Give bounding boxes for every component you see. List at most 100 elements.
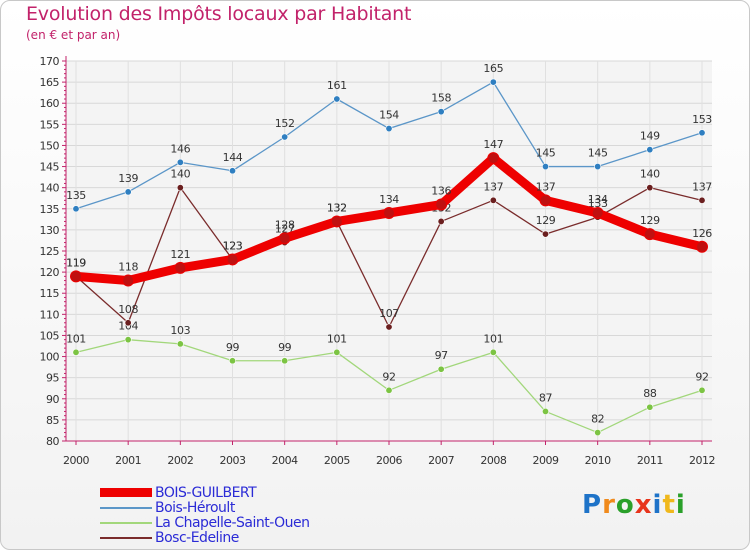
- y-tick-label: 105: [40, 329, 60, 342]
- data-point-bois-heroult: [229, 167, 237, 175]
- legend-item-bosc-edeline: Bosc-Edeline: [100, 530, 310, 546]
- data-label-la-chapelle-saint-ouen: 101: [483, 332, 503, 345]
- data-label-bosc-edeline: 133: [588, 197, 608, 210]
- data-label-bois-heroult: 145: [588, 147, 608, 160]
- x-tick-label: 2004: [272, 454, 298, 467]
- legend: BOIS-GUILBERT Bois-Héroult La Chapelle-S…: [100, 485, 310, 546]
- data-label-bois-guilbert: 137: [536, 180, 556, 193]
- data-point-bois-heroult: [124, 188, 132, 196]
- logo-letter: i: [652, 490, 663, 520]
- data-point-bois-guilbert: [435, 198, 448, 211]
- x-tick-label: 2012: [689, 454, 715, 467]
- y-tick-label: 90: [46, 393, 59, 406]
- x-tick-label: 2011: [637, 454, 663, 467]
- logo-letter: i: [675, 490, 686, 520]
- y-tick-label: 145: [40, 161, 60, 174]
- data-label-bois-heroult: 135: [66, 189, 86, 202]
- legend-swatch-bois-guilbert: [100, 488, 152, 497]
- y-tick-label: 140: [40, 182, 60, 195]
- data-label-bois-guilbert: 129: [640, 214, 660, 227]
- x-tick-label: 2006: [376, 454, 402, 467]
- data-label-la-chapelle-saint-ouen: 87: [539, 391, 553, 404]
- data-label-bois-heroult: 144: [223, 151, 243, 164]
- y-tick-label: 165: [40, 76, 60, 89]
- x-tick-label: 2005: [324, 454, 350, 467]
- data-point-bois-heroult: [594, 163, 602, 171]
- data-label-bois-guilbert: 132: [327, 201, 347, 214]
- logo-letter: t: [662, 490, 676, 520]
- data-point-la-chapelle-saint-ouen: [124, 336, 132, 344]
- data-label-bois-heroult: 152: [275, 117, 295, 130]
- data-label-la-chapelle-saint-ouen: 101: [327, 332, 347, 345]
- data-point-la-chapelle-saint-ouen: [281, 357, 289, 365]
- data-point-la-chapelle-saint-ouen: [541, 407, 549, 415]
- data-point-bois-guilbert: [591, 207, 604, 219]
- data-label-bosc-edeline: 137: [483, 180, 503, 193]
- data-point-la-chapelle-saint-ouen: [333, 348, 341, 356]
- data-point-la-chapelle-saint-ouen: [437, 365, 445, 373]
- data-point-bosc-edeline: [646, 184, 654, 192]
- data-label-bois-guilbert: 128: [275, 218, 295, 231]
- data-label-bois-heroult: 149: [640, 130, 660, 143]
- data-point-bosc-edeline: [124, 319, 132, 327]
- data-point-bois-guilbert: [643, 228, 656, 241]
- data-point-la-chapelle-saint-ouen: [176, 340, 184, 348]
- y-tick-label: 110: [40, 308, 60, 321]
- y-tick-label: 100: [40, 351, 60, 364]
- data-label-bosc-edeline: 132: [327, 201, 347, 214]
- data-label-bois-guilbert: 147: [483, 138, 503, 151]
- data-label-bois-heroult: 158: [431, 92, 451, 105]
- data-point-bois-heroult: [385, 125, 393, 133]
- legend-item-la-chapelle-saint-ouen: La Chapelle-Saint-Ouen: [100, 514, 310, 531]
- x-tick-label: 2008: [480, 454, 506, 467]
- data-label-la-chapelle-saint-ouen: 97: [435, 349, 449, 362]
- data-point-bois-guilbert: [383, 207, 395, 219]
- data-point-bois-heroult: [333, 95, 341, 103]
- y-tick-label: 160: [40, 97, 60, 110]
- y-tick-label: 135: [40, 203, 60, 216]
- x-tick-label: 2000: [63, 454, 89, 467]
- legend-item-bois-heroult: Bois-Héroult: [100, 500, 310, 516]
- data-label-bois-guilbert: 119: [66, 256, 86, 269]
- y-tick-label: 80: [46, 435, 59, 448]
- data-point-bosc-edeline: [489, 196, 497, 204]
- data-label-bosc-edeline: 137: [692, 180, 712, 193]
- data-point-bois-heroult: [72, 205, 80, 213]
- logo-letter: o: [615, 490, 635, 520]
- data-label-la-chapelle-saint-ouen: 88: [643, 387, 657, 400]
- data-point-bois-heroult: [541, 163, 549, 171]
- legend-swatch-bosc-edeline: [100, 536, 152, 539]
- y-tick-label: 150: [40, 139, 60, 152]
- x-tick-label: 2009: [533, 454, 559, 467]
- legend-label: La Chapelle-Saint-Ouen: [155, 514, 310, 531]
- data-point-bosc-edeline: [698, 196, 706, 204]
- data-point-bosc-edeline: [541, 230, 549, 238]
- data-label-la-chapelle-saint-ouen: 101: [66, 332, 86, 345]
- data-label-la-chapelle-saint-ouen: 99: [278, 341, 292, 354]
- data-point-bois-heroult: [698, 129, 706, 137]
- x-tick-label: 2002: [167, 454, 193, 467]
- chart-subtitle: (en € et par an): [26, 28, 121, 42]
- data-label-bois-heroult: 146: [170, 142, 190, 155]
- legend-item-bois-guilbert: BOIS-GUILBERT: [100, 485, 310, 501]
- data-point-bosc-edeline: [385, 323, 393, 331]
- data-label-bosc-edeline: 140: [170, 168, 190, 181]
- x-tick-label: 2007: [428, 454, 454, 467]
- data-point-bois-heroult: [489, 78, 497, 86]
- x-tick-label: 2001: [115, 454, 141, 467]
- x-tick-label: 2010: [585, 454, 611, 467]
- logo-letter: x: [634, 490, 653, 520]
- data-label-la-chapelle-saint-ouen: 103: [170, 324, 190, 337]
- data-label-la-chapelle-saint-ouen: 99: [226, 341, 240, 354]
- data-label-bois-heroult: 161: [327, 79, 347, 92]
- data-point-bois-guilbert: [70, 270, 82, 283]
- data-label-bosc-edeline: 119: [66, 256, 86, 269]
- data-point-la-chapelle-saint-ouen: [646, 403, 654, 411]
- data-label-bois-heroult: 153: [692, 113, 712, 126]
- data-label-bois-guilbert: 134: [588, 193, 608, 206]
- data-label-bois-guilbert: 134: [379, 193, 399, 206]
- logo-letter: r: [602, 490, 616, 520]
- data-label-bois-heroult: 139: [118, 172, 138, 185]
- legend-swatch-la-chapelle-saint-ouen: [100, 521, 152, 524]
